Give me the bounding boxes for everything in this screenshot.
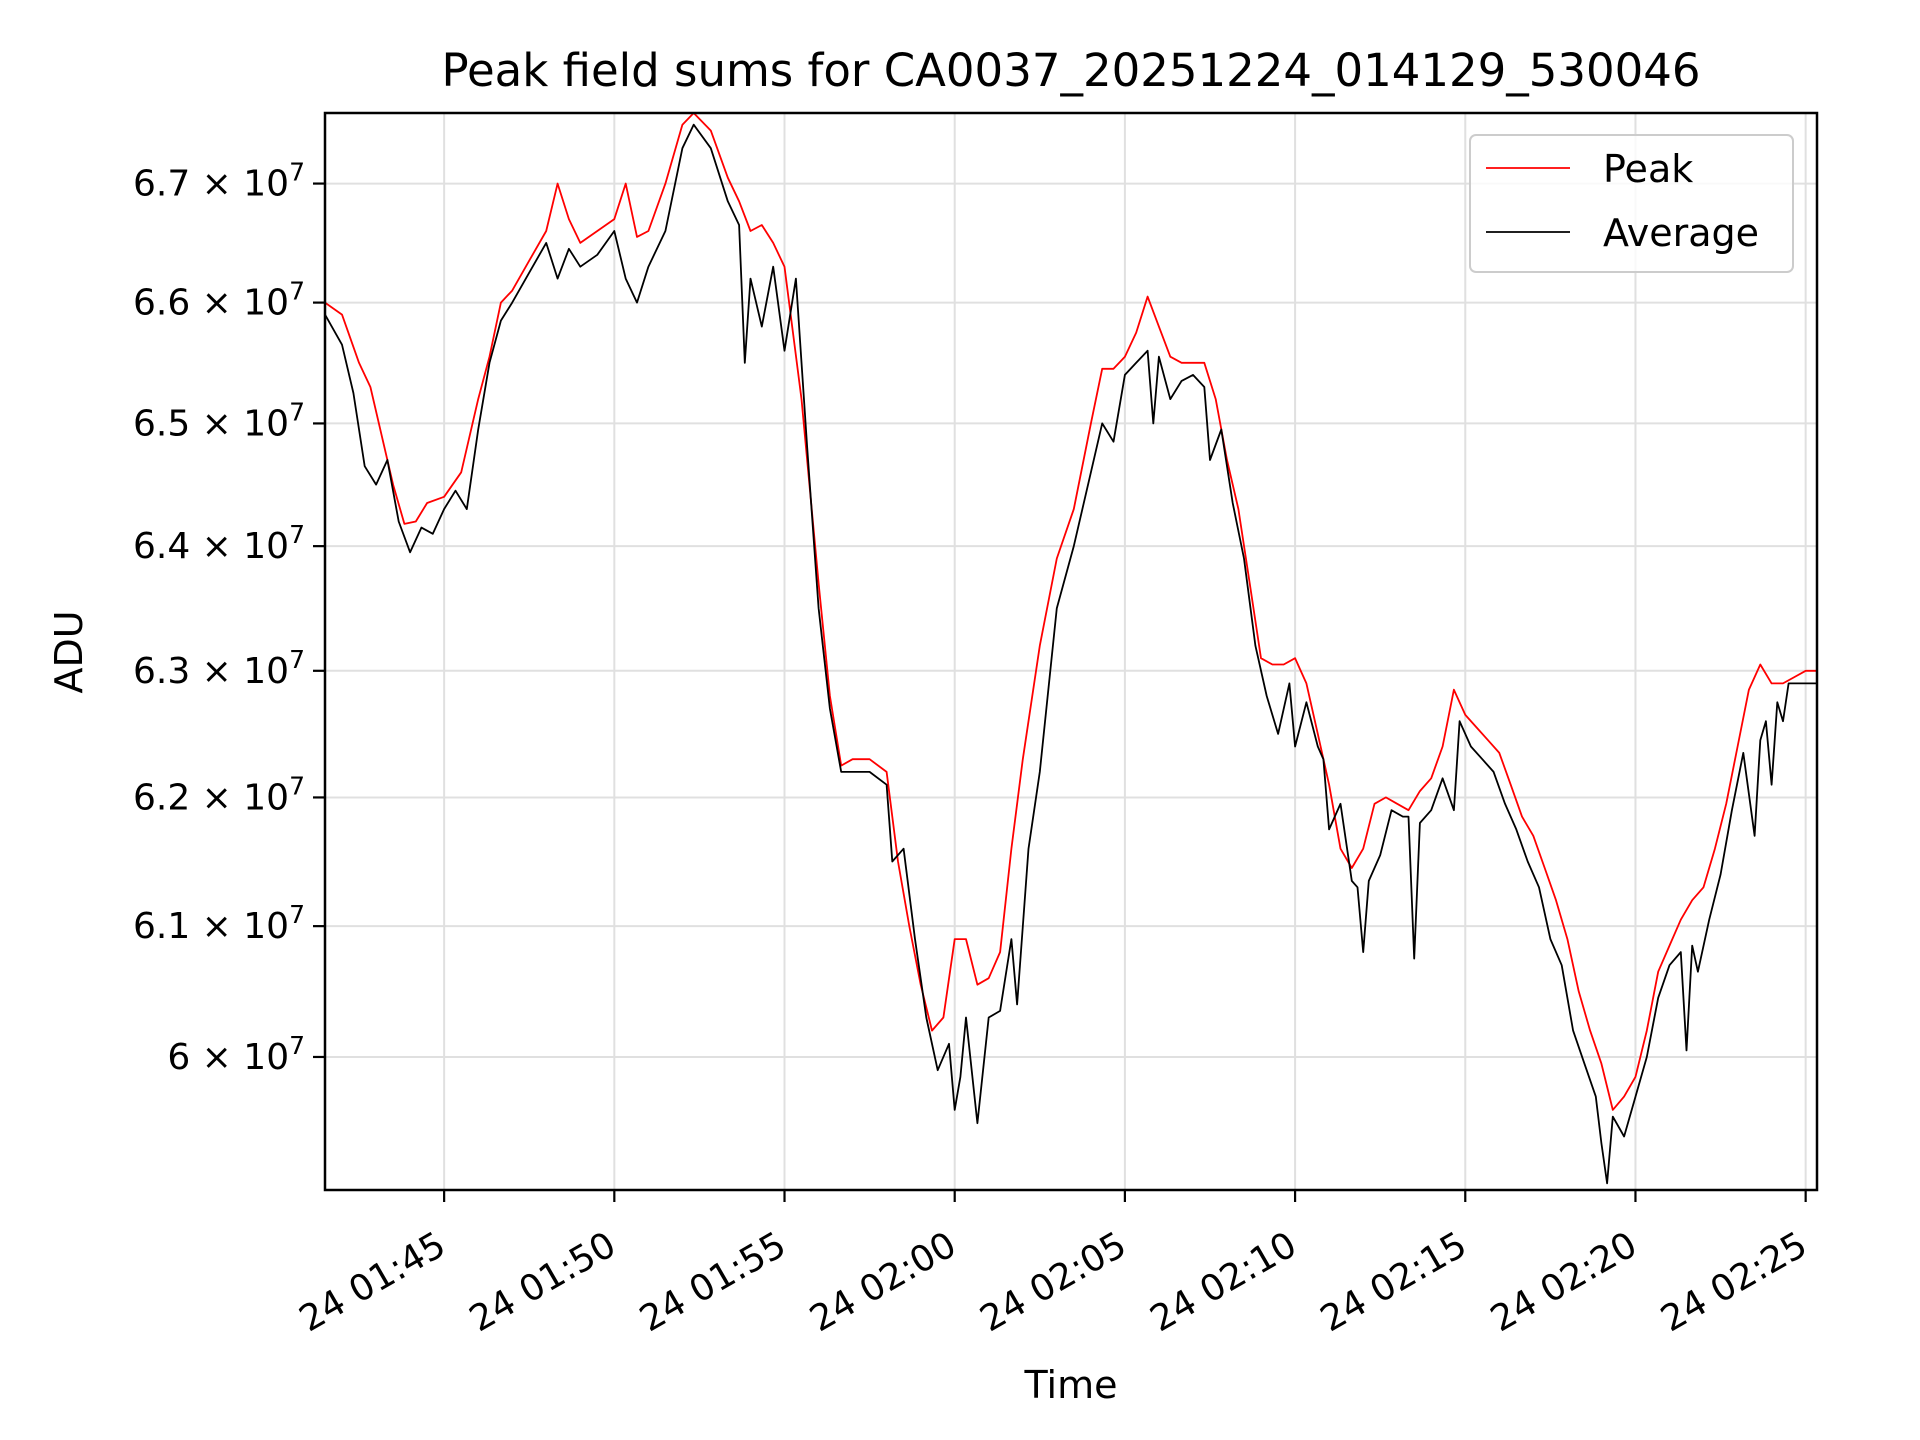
series-line-peak	[324, 112, 1817, 1111]
legend: Peak Average	[1469, 134, 1794, 273]
y-tick-label: 6.5 × 107	[133, 397, 305, 444]
chart-title: Peak field sums for CA0037_20251224_0141…	[441, 44, 1700, 97]
series-lines	[324, 112, 1817, 1185]
series-line-average	[324, 123, 1817, 1185]
y-tick-label: 6.3 × 107	[133, 645, 305, 692]
y-tick-label: 6.1 × 107	[133, 900, 305, 947]
plot-frame	[323, 111, 1819, 1192]
y-tick-label: 6 × 107	[167, 1031, 305, 1078]
y-tick-label: 6.2 × 107	[133, 771, 305, 818]
y-tick-label: 6.7 × 107	[133, 158, 305, 205]
x-axis-title: Time	[1024, 1363, 1118, 1407]
y-axis-title: ADU	[47, 610, 91, 693]
legend-label-average: Average	[1603, 211, 1759, 255]
y-axis-ticks: 6 × 107 6.1 × 107 6.2 × 107 6.3 × 107 6.4 × …	[133, 158, 325, 1078]
x-gridlines	[443, 113, 1807, 1190]
legend-label-peak: Peak	[1603, 147, 1693, 191]
legend-box	[1469, 134, 1794, 273]
y-gridlines	[325, 182, 1817, 1058]
y-tick-label: 6.6 × 107	[133, 277, 305, 324]
y-tick-label: 6.4 × 107	[133, 520, 305, 567]
